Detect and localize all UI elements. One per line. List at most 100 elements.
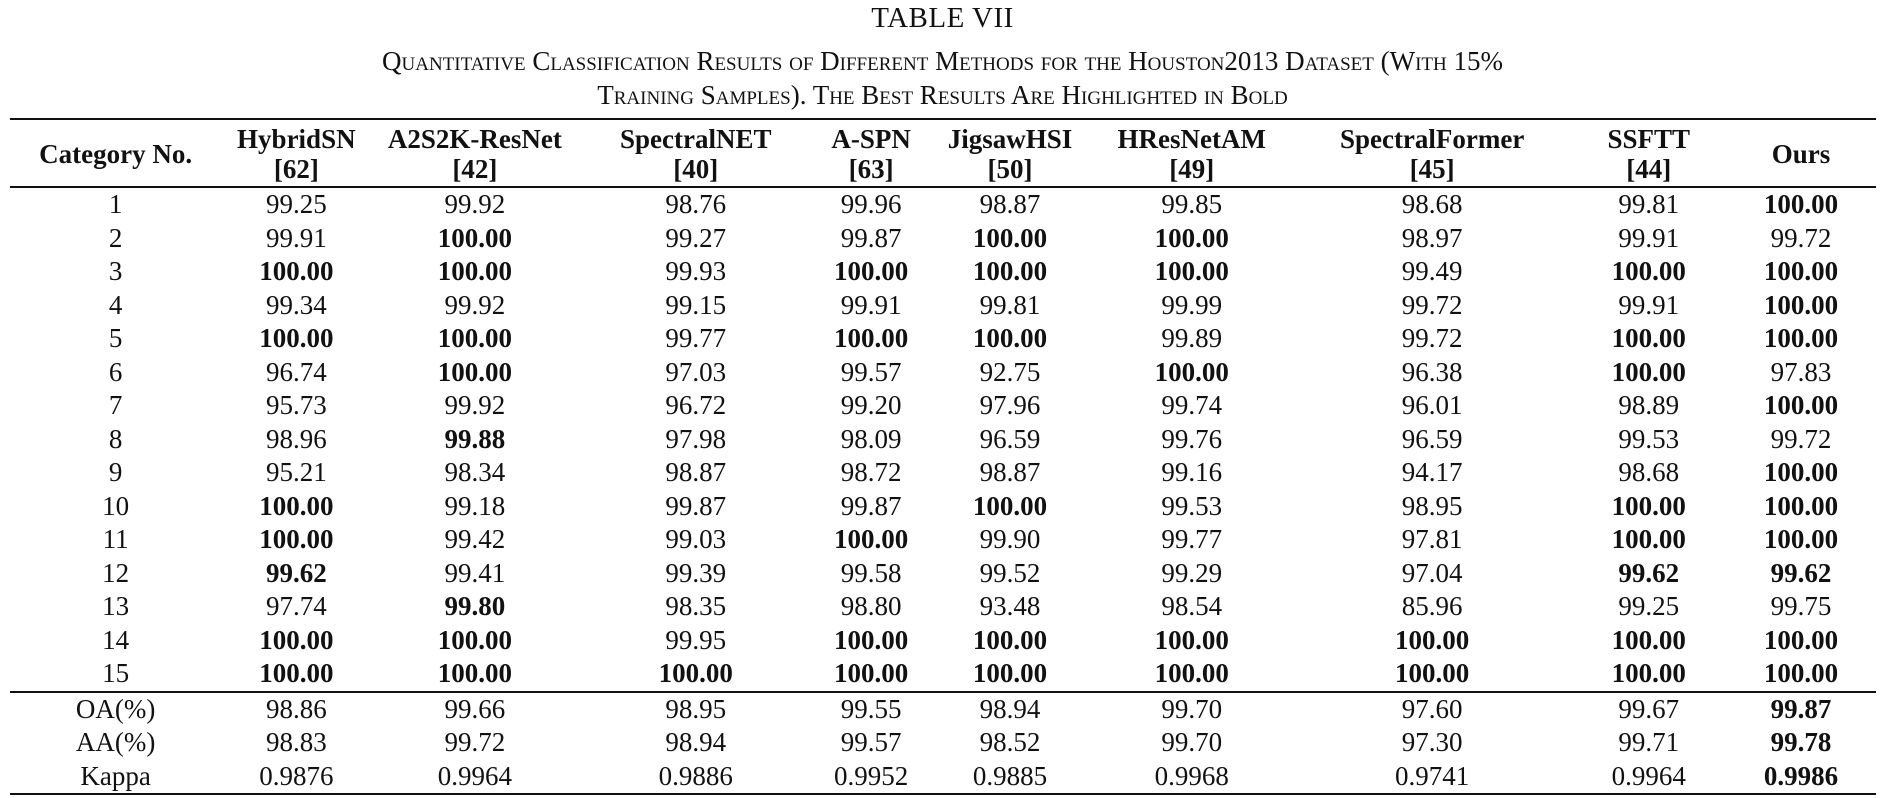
table-cell: 99.27 [665, 222, 727, 253]
header-method: HybridSN [62] [221, 119, 371, 187]
table-cell: 0.9886 [658, 760, 733, 791]
table-cell: 99.57 [840, 727, 902, 758]
table-cell: 0.9876 [259, 760, 334, 791]
table-cell: 98.87 [979, 189, 1041, 220]
table-cell: 100.00 [259, 323, 334, 354]
table-cell: 99.42 [444, 524, 506, 555]
table-cell: 99.91 [840, 289, 902, 320]
summary-rows: OA(%) 98.86 99.66 98.95 99.55 98.94 99.70 97.60… [10, 691, 1876, 794]
table-cell: 0.9885 [972, 760, 1048, 791]
table-cell: 100.00 [259, 490, 334, 521]
table-row: 9 95.21 98.34 98.87 98.72 98.87 99.16 94.17 98.6… [10, 456, 1876, 490]
table-cell: 96.38 [1401, 356, 1463, 387]
table-cell: 98.86 [265, 693, 327, 724]
row-label: OA(%) [75, 693, 156, 724]
table-cell: 100.00 [1611, 624, 1686, 655]
table-cell: 98.87 [665, 457, 727, 488]
table-cell: 100.00 [972, 323, 1048, 354]
row-label: 10 [102, 490, 130, 521]
table-cell: 100.00 [833, 524, 909, 555]
table-cell: 100.00 [1395, 624, 1470, 655]
table-cell: 98.94 [665, 727, 727, 758]
table-cell: 99.25 [265, 189, 327, 220]
table-cell: 85.96 [1401, 591, 1463, 622]
table-cell: 99.62 [265, 557, 327, 588]
table-cell: 100.00 [972, 658, 1048, 689]
table-cell: 98.09 [840, 423, 902, 454]
table-cell: 99.57 [840, 356, 902, 387]
table-cell: 100.00 [1763, 457, 1839, 488]
table-cell: 97.03 [665, 356, 727, 387]
header-method: SpectralNET [40] [578, 119, 813, 187]
table-cell: 99.52 [979, 557, 1041, 588]
table-cell: 98.52 [979, 727, 1041, 758]
header-method: SSFTT [44] [1572, 119, 1726, 187]
table-cell: 100.00 [437, 658, 513, 689]
table-cell: 92.75 [979, 356, 1041, 387]
table-cell: 99.72 [1770, 423, 1832, 454]
row-label: 7 [108, 390, 123, 421]
method-name: SpectralFormer [1339, 124, 1525, 154]
table-cell: 100.00 [1611, 256, 1686, 287]
table-cell: 99.87 [840, 490, 902, 521]
table-cell: 99.85 [1161, 189, 1223, 220]
table-cell: 100.00 [437, 356, 513, 387]
table-cell: 98.95 [665, 693, 727, 724]
table-cell: 99.96 [840, 189, 902, 220]
table-cell: 99.66 [444, 693, 506, 724]
table-cell: 99.92 [444, 289, 506, 320]
table-cell: 100.00 [1763, 189, 1839, 220]
table-row: 10 100.00 99.18 99.87 99.87 100.00 99.53 98.95 1… [10, 490, 1876, 524]
table-cell: 99.95 [665, 624, 727, 655]
table-cell: 98.34 [444, 457, 506, 488]
row-label: 5 [108, 323, 123, 354]
caption-line-2: Training Samples). The Best Results Are … [597, 80, 1288, 110]
table-row: 15 100.00 100.00 100.00 100.00 100.00 100.00 10… [10, 657, 1876, 692]
table-cell: 96.59 [1401, 423, 1463, 454]
table-cell: 0.9741 [1395, 760, 1470, 791]
row-label: 4 [108, 289, 123, 320]
table-cell: 96.72 [665, 390, 727, 421]
table-cell: 99.41 [444, 557, 506, 588]
method-ref: [45] [1409, 154, 1455, 184]
method-ref: [44] [1626, 154, 1672, 184]
table-cell: 100.00 [1154, 256, 1229, 287]
table-cell: 0.9986 [1763, 760, 1839, 791]
method-name: A2S2K-ResNet [387, 124, 562, 154]
method-name: SSFTT [1607, 124, 1691, 154]
table-cell: 100.00 [1763, 289, 1839, 320]
row-label: 15 [102, 658, 130, 689]
table-cell: 98.72 [840, 457, 902, 488]
table-row: 4 99.34 99.92 99.15 99.91 99.81 99.99 99.72 99.9… [10, 289, 1876, 323]
table-cell: 95.21 [265, 457, 327, 488]
table-cell: 99.67 [1618, 693, 1680, 724]
table-cell: 99.87 [665, 490, 727, 521]
table-cell: 98.89 [1618, 390, 1680, 421]
table-cell: 99.62 [1770, 557, 1832, 588]
table-cell: 99.91 [1618, 222, 1680, 253]
table-row: 13 97.74 99.80 98.35 98.80 93.48 98.54 85.96 99.… [10, 590, 1876, 624]
table-cell: 99.91 [1618, 289, 1680, 320]
method-name: HybridSN [237, 124, 356, 154]
table-cell: 98.76 [665, 189, 727, 220]
method-ref: [63] [848, 154, 894, 184]
row-label: 1 [108, 189, 123, 220]
table-cell: 100.00 [1154, 624, 1229, 655]
table-cell: 96.74 [265, 356, 327, 387]
table-cell: 0.9952 [833, 760, 909, 791]
method-name: HResNetAM [1117, 124, 1266, 154]
table-cell: 99.76 [1161, 423, 1223, 454]
row-label: 9 [108, 457, 123, 488]
table-cell: 99.70 [1161, 727, 1223, 758]
table-row: Kappa 0.9876 0.9964 0.9886 0.9952 0.9885 0.996… [10, 760, 1876, 794]
table-cell: 99.92 [444, 189, 506, 220]
table-cell: 100.00 [833, 323, 909, 354]
table-cell: 96.59 [979, 423, 1041, 454]
table-cell: 100.00 [1154, 658, 1229, 689]
table-cell: 98.96 [265, 423, 327, 454]
table-cell: 100.00 [1154, 356, 1229, 387]
table-cell: 99.25 [1618, 591, 1680, 622]
table-cell: 99.29 [1161, 557, 1223, 588]
row-label: 2 [108, 222, 123, 253]
